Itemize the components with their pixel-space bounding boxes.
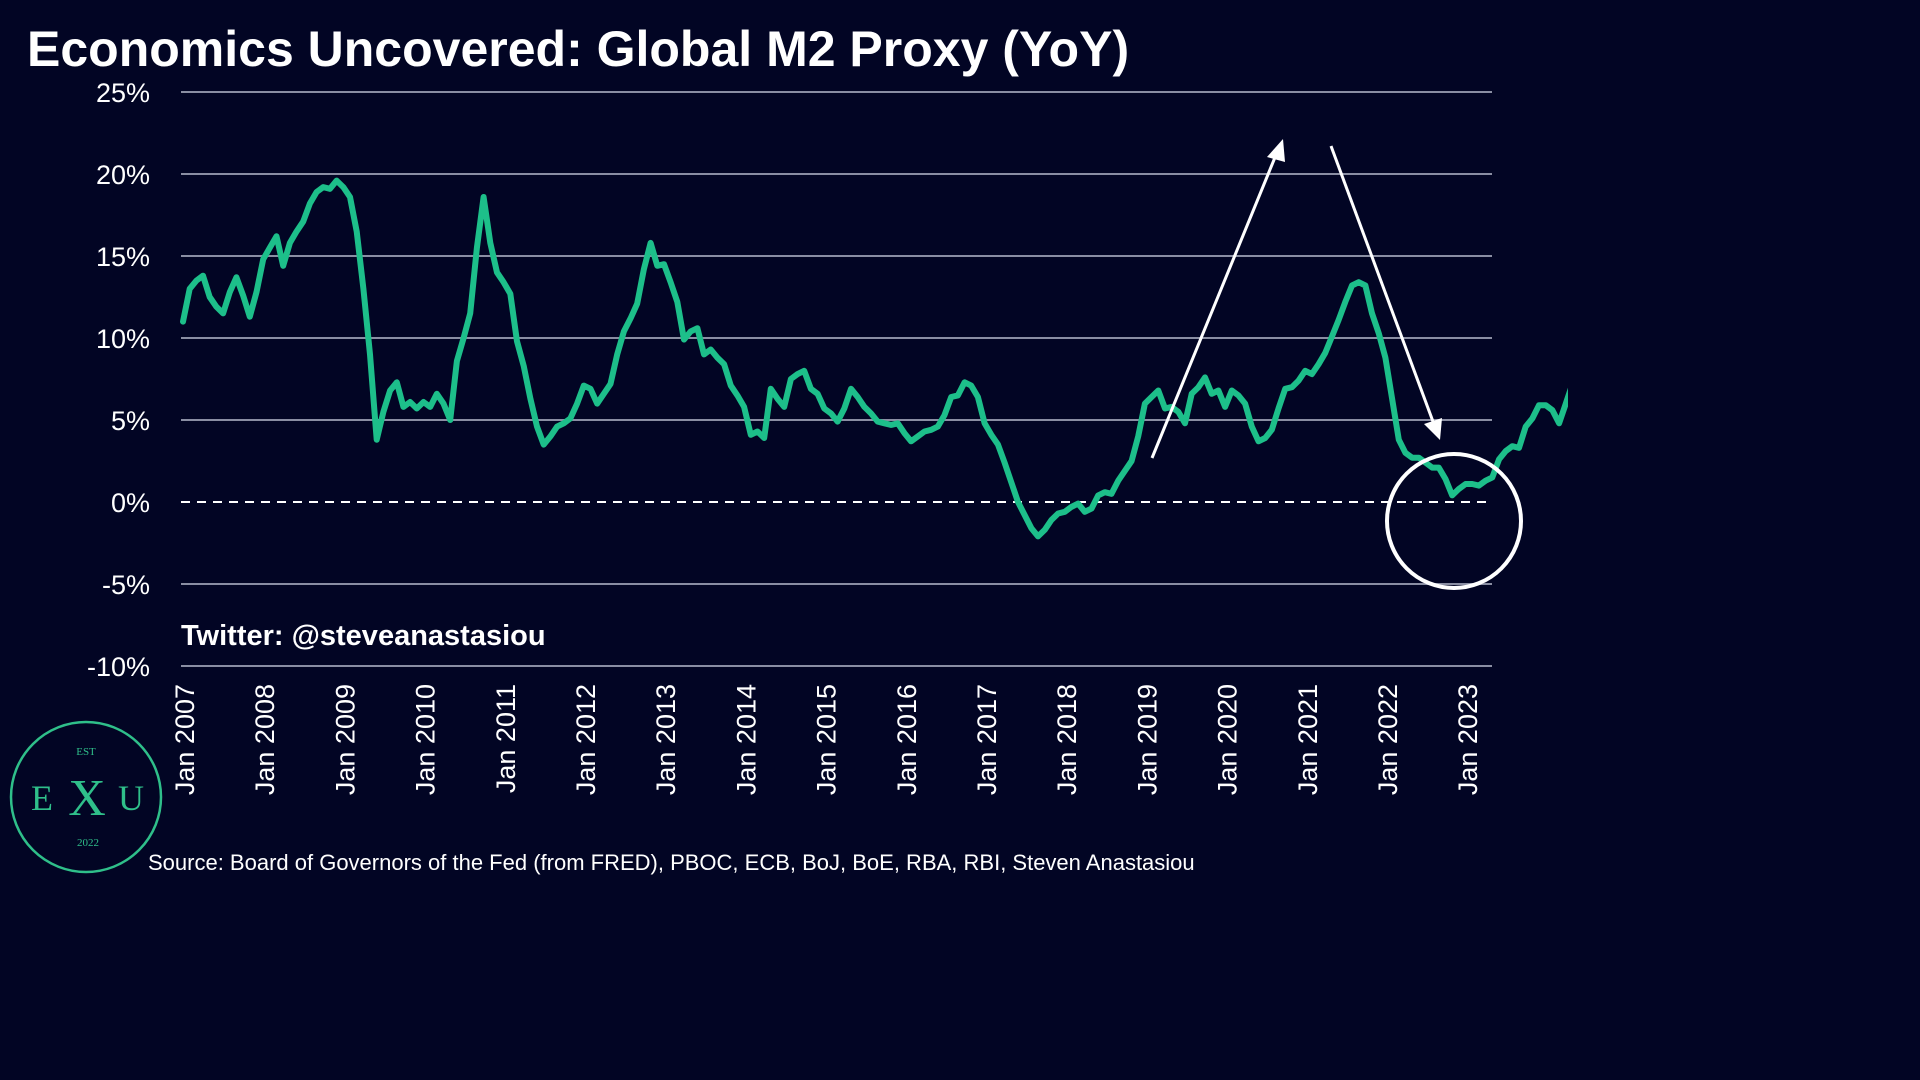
up-arrow-shaft	[1150, 149, 1280, 459]
highlight-circle	[1385, 452, 1523, 590]
y-tick-label: 10%	[96, 324, 150, 354]
logo-letter-u: U	[118, 778, 144, 818]
x-tick-label: Jan 2023	[1453, 684, 1483, 795]
x-tick-label: Jan 2014	[731, 684, 761, 795]
x-tick-label: Jan 2013	[651, 684, 681, 795]
eu-logo: EST E X U 2022	[9, 720, 163, 874]
x-tick-label: Jan 2021	[1293, 684, 1323, 795]
x-tick-label: Jan 2011	[491, 684, 521, 793]
chart-title: Economics Uncovered: Global M2 Proxy (Yo…	[27, 21, 1129, 77]
down-arrow-shaft	[1329, 145, 1437, 428]
chart-canvas: Economics Uncovered: Global M2 Proxy (Yo…	[0, 0, 1568, 882]
logo-letter-x: X	[68, 770, 106, 827]
y-tick-label: 15%	[96, 242, 150, 272]
y-tick-label: 5%	[111, 406, 150, 436]
chart-svg: Economics Uncovered: Global M2 Proxy (Yo…	[0, 0, 1568, 882]
y-tick-label: 0%	[111, 488, 150, 518]
twitter-handle: Twitter: @steveanastasiou	[181, 620, 546, 652]
y-tick-label: 20%	[96, 160, 150, 190]
x-tick-label: Jan 2019	[1132, 684, 1162, 795]
x-tick-label: Jan 2007	[170, 684, 200, 795]
up-arrow-head	[1267, 139, 1285, 162]
y-tick-label: 25%	[96, 78, 150, 108]
logo-ring	[9, 720, 163, 874]
series-line-global-m2	[180, 177, 1568, 540]
x-tick-label: Jan 2018	[1052, 684, 1082, 795]
x-tick-labels: Jan 2007 Jan 2008 Jan 2009 Jan 2010 Jan 2011…	[170, 684, 1483, 795]
logo-year: 2022	[77, 837, 99, 849]
chart-background	[0, 0, 1568, 882]
x-tick-label: Jan 2009	[330, 684, 360, 795]
y-tick-labels: 25% 20% 15% 10% 5% 0% -5% -10%	[87, 78, 150, 682]
source-note: Source: Board of Governors of the Fed (f…	[148, 850, 1195, 875]
x-tick-label: Jan 2016	[892, 684, 922, 795]
x-tick-label: Jan 2010	[411, 684, 441, 795]
x-tick-label: Jan 2022	[1373, 684, 1403, 795]
logo-letter-e: E	[31, 778, 53, 818]
down-arrow-head	[1424, 418, 1442, 440]
x-tick-label: Jan 2020	[1213, 684, 1243, 795]
logo-est: EST	[76, 746, 96, 758]
x-tick-label: Jan 2008	[250, 684, 280, 795]
annotation-layer	[1150, 139, 1523, 590]
y-tick-label: -10%	[87, 652, 150, 682]
x-tick-label: Jan 2015	[812, 684, 842, 795]
x-tick-label: Jan 2012	[571, 684, 601, 795]
x-tick-label: Jan 2017	[972, 684, 1002, 795]
y-tick-label: -5%	[102, 570, 150, 600]
